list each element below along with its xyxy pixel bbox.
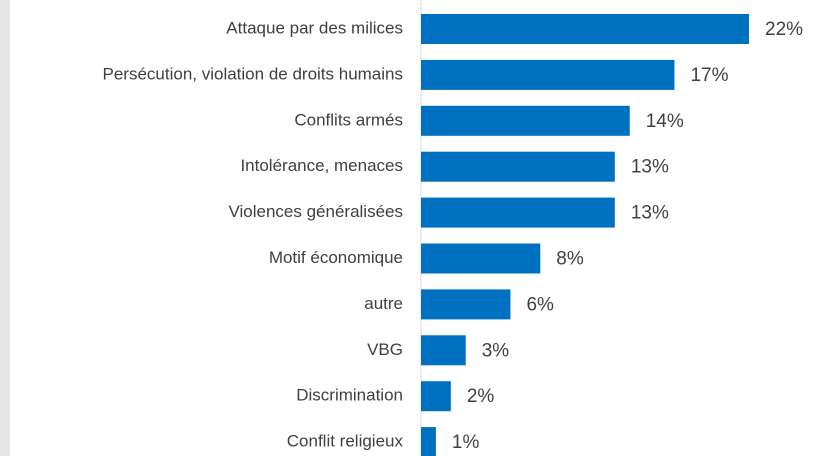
category-label: Conflit religieux (287, 432, 404, 451)
category-label: Discrimination (296, 386, 403, 405)
data-label: 13% (631, 157, 669, 178)
bar (421, 59, 675, 90)
bar (421, 105, 630, 136)
category-label: VBG (367, 340, 403, 359)
category-label: Intolérance, menaces (240, 156, 403, 175)
data-label: 22% (765, 19, 803, 40)
category-label: Attaque par des milices (226, 18, 403, 37)
bar (421, 243, 541, 274)
data-label: 6% (526, 294, 554, 315)
data-label: 8% (556, 249, 584, 270)
data-label: 13% (631, 203, 669, 224)
data-label: 14% (646, 111, 684, 132)
category-label: Motif économique (269, 248, 403, 267)
category-label: Violences généralisées (228, 202, 403, 221)
category-label: Persécution, violation de droits humains (103, 64, 404, 83)
data-label: 2% (467, 386, 495, 407)
category-label: Conflits armés (294, 110, 403, 129)
data-label: 1% (452, 432, 480, 453)
data-label: 17% (690, 65, 728, 86)
category-label: autre (364, 294, 403, 313)
bar (421, 427, 436, 456)
bar (421, 197, 615, 228)
bar (421, 14, 749, 44)
bar (421, 335, 466, 366)
data-label: 3% (482, 340, 510, 361)
bar (421, 289, 511, 320)
bar (421, 151, 615, 182)
bar (421, 381, 451, 412)
